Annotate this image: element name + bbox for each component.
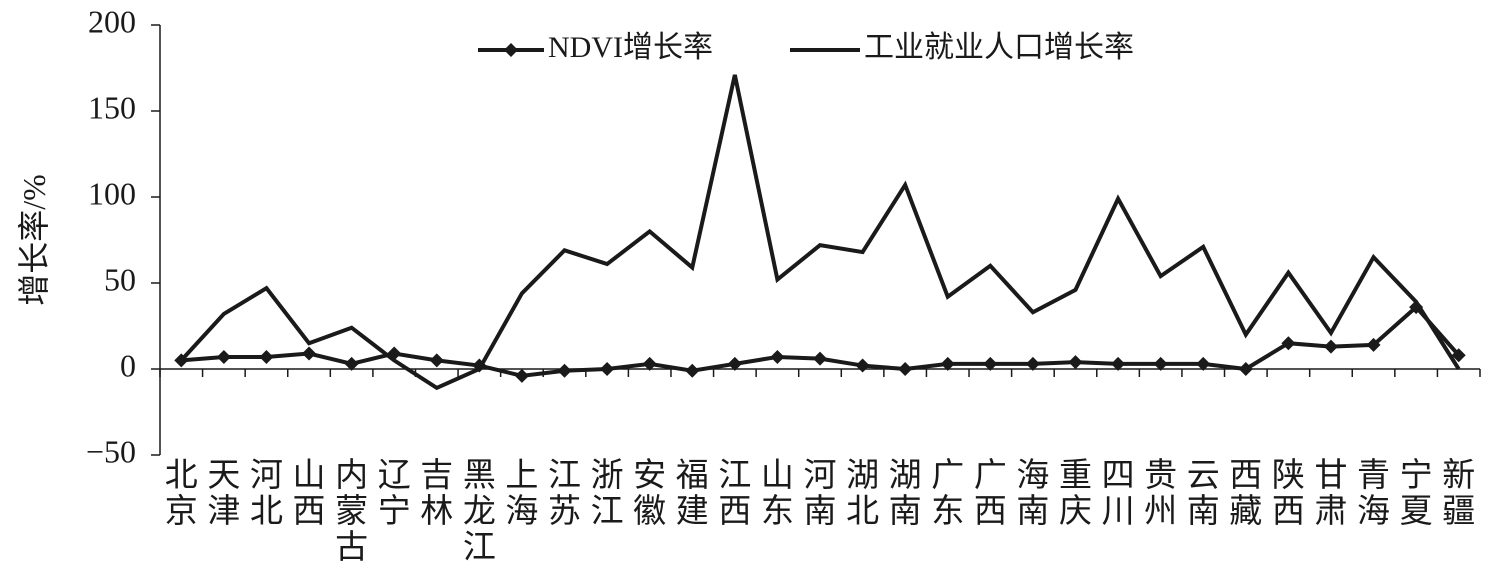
x-tick-label: 内蒙古 <box>335 457 368 566</box>
x-tick-label: 广西 <box>974 457 1007 530</box>
y-tick-label: −50 <box>86 433 136 469</box>
y-axis-title: 增长率/% <box>16 174 52 306</box>
legend-label: NDVI增长率 <box>548 31 713 64</box>
point <box>557 363 572 378</box>
point <box>1281 336 1296 351</box>
point <box>940 356 955 371</box>
x-tick-label: 辽宁 <box>378 458 411 530</box>
x-tick-label: 上海 <box>505 458 538 530</box>
x-tick-label: 湖南 <box>889 458 922 530</box>
legend-marker <box>504 43 518 57</box>
y-tick-label: 200 <box>88 3 136 39</box>
x-tick-label: 云南 <box>1187 458 1220 530</box>
x-tick-label: 山东 <box>761 458 794 530</box>
x-tick-label: 湖北 <box>846 458 879 530</box>
x-tick-label: 江西 <box>718 458 751 530</box>
point <box>429 353 444 368</box>
series-line <box>179 74 1461 391</box>
x-tick-label: 四川 <box>1102 458 1135 530</box>
point <box>216 349 231 364</box>
point <box>1238 362 1253 376</box>
y-tick-label: 50 <box>104 261 136 297</box>
x-tick-label: 北京 <box>165 458 198 530</box>
x-tick-label: 重庆 <box>1059 458 1092 530</box>
x-tick-label: 江苏 <box>548 458 581 530</box>
x-tick-label: 海南 <box>1016 457 1049 530</box>
point <box>1111 356 1126 371</box>
x-tick-label: 天津 <box>207 458 240 530</box>
point <box>600 362 615 376</box>
x-tick-label: 河南 <box>804 458 837 530</box>
x-tick-label: 浙江 <box>591 458 624 530</box>
y-tick-label: 150 <box>88 89 136 125</box>
point <box>344 356 359 371</box>
x-tick-label: 黑龙江 <box>463 458 496 566</box>
x-tick-label: 安徽 <box>633 457 666 530</box>
point <box>1366 337 1381 352</box>
point <box>1153 356 1168 371</box>
x-tick-label: 山西 <box>293 458 326 530</box>
legend-label: 工业就业人口增长率 <box>864 31 1134 64</box>
point <box>727 356 742 371</box>
x-tick-label: 福建 <box>676 458 709 530</box>
point <box>259 349 274 364</box>
point <box>1068 355 1083 370</box>
point <box>1025 356 1040 371</box>
x-tick-label: 贵州 <box>1144 457 1177 530</box>
y-tick-label: 0 <box>120 347 136 383</box>
x-tick-label: 宁夏 <box>1400 457 1433 530</box>
point <box>1196 356 1211 371</box>
x-tick-label: 广东 <box>931 457 964 530</box>
point <box>642 356 657 371</box>
point <box>813 351 827 366</box>
x-tick-label: 陕西 <box>1272 458 1305 530</box>
y-tick-label: 100 <box>88 175 136 211</box>
x-tick-label: 吉林 <box>420 458 453 530</box>
x-tick-label: 西藏 <box>1229 458 1262 530</box>
point <box>855 358 870 373</box>
x-tick-label: 青海 <box>1357 457 1390 530</box>
x-tick-label: 河北 <box>250 458 283 530</box>
point <box>685 363 700 378</box>
x-tick-label: 甘肃 <box>1314 458 1347 530</box>
point <box>770 349 785 364</box>
point <box>514 368 529 383</box>
point <box>1323 339 1338 354</box>
point <box>983 356 998 371</box>
point <box>898 362 913 376</box>
point <box>1451 348 1466 363</box>
point <box>302 346 317 361</box>
x-tick-label: 新疆 <box>1442 457 1475 530</box>
